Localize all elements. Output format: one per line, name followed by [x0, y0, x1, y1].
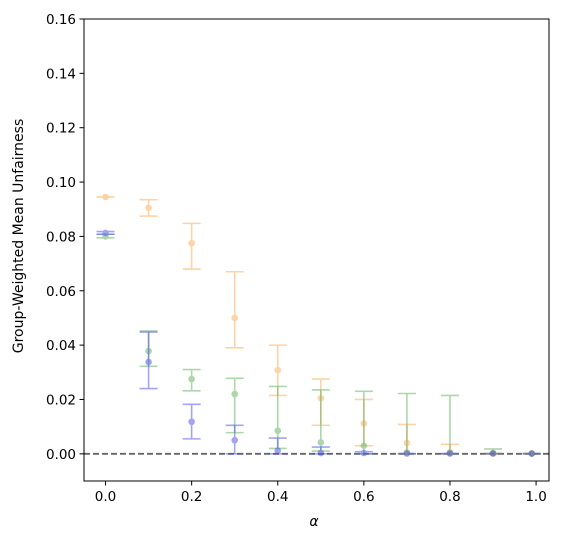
y-tick-label: 0.08	[46, 229, 76, 245]
y-tick-label: 0.10	[46, 175, 76, 191]
y-tick-label: 0.16	[46, 12, 76, 28]
x-tick-label: 1.0	[525, 489, 546, 505]
data-point	[317, 439, 325, 446]
data-point	[231, 390, 238, 398]
data-point	[102, 229, 109, 237]
data-point	[274, 366, 282, 374]
data-point-group	[225, 270, 244, 349]
x-tick-label: 0.8	[439, 489, 460, 505]
data-point-group	[182, 403, 201, 440]
data-point	[145, 204, 152, 212]
data-point	[489, 450, 497, 457]
data-point-group	[139, 331, 158, 390]
data-point-group	[96, 229, 115, 237]
data-point-group	[484, 450, 503, 457]
data-point-group	[311, 446, 330, 457]
y-tick-label: 0.00	[46, 447, 76, 463]
data-point	[446, 450, 454, 457]
data-point	[188, 418, 195, 426]
data-point-group	[268, 437, 287, 455]
y-tick-label: 0.06	[46, 284, 76, 300]
data-point-group	[182, 222, 201, 270]
data-point-group	[96, 193, 115, 201]
y-tick-label: 0.04	[46, 338, 76, 354]
data-point	[188, 375, 195, 383]
data-point-group	[397, 450, 416, 457]
y-tick-label: 0.02	[46, 392, 76, 408]
data-point	[360, 449, 368, 457]
data-point	[528, 450, 536, 457]
axes: 0.0 0.2 0.4 0.6 0.8 1.0 0.00 0.02 0.04 0.06 0.08 0.…	[46, 12, 550, 505]
data-point	[102, 193, 109, 201]
data-point	[403, 450, 411, 457]
data-point-group	[440, 450, 459, 457]
y-tick-label: 0.14	[46, 66, 76, 82]
x-axis-label: α	[309, 514, 319, 530]
data-point-group	[139, 198, 158, 217]
data-point-group	[354, 449, 373, 457]
data-point	[145, 358, 152, 366]
x-tick-label: 0.4	[267, 489, 288, 505]
data-point	[360, 442, 368, 449]
data-point-group	[182, 368, 201, 392]
data-point	[231, 314, 238, 322]
data-point	[188, 239, 195, 247]
x-tick-label: 0.0	[95, 489, 116, 505]
y-axis-label: Group-Weighted Mean Unfairness	[11, 119, 27, 354]
plot-frame	[83, 18, 550, 482]
data-point-group	[225, 424, 244, 455]
data-point	[231, 436, 238, 444]
x-tick-label: 0.2	[181, 489, 202, 505]
y-tick-label: 0.12	[46, 121, 76, 137]
x-tick-label: 0.6	[353, 489, 374, 505]
data-point	[274, 447, 282, 454]
data-point	[274, 427, 282, 435]
data-point	[317, 449, 325, 457]
plot-area	[84, 193, 549, 457]
data-point-group	[522, 450, 541, 457]
